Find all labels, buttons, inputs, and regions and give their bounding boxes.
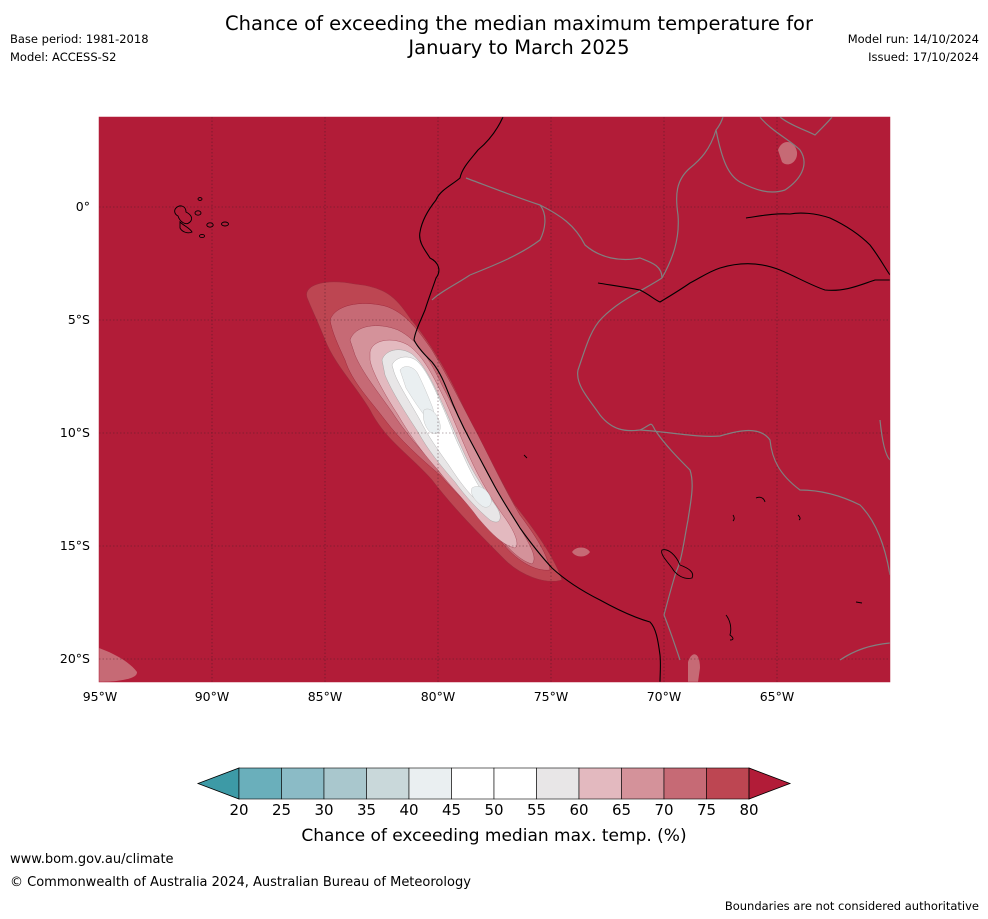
contour-patch-chile xyxy=(688,654,700,682)
map-background xyxy=(99,117,890,682)
galapagos-islands xyxy=(174,197,229,239)
colorbar-tick-label: 55 xyxy=(526,801,547,819)
chart-title: Chance of exceeding the median maximum t… xyxy=(180,12,858,60)
lon-label-95w: 95°W xyxy=(82,689,118,704)
footer-copyright: © Commonwealth of Australia 2024, Austra… xyxy=(10,875,471,890)
base-period: Base period: 1981-2018 xyxy=(10,32,149,46)
issued-date: Issued: 17/10/2024 xyxy=(868,50,979,64)
lon-label-80w: 80°W xyxy=(420,689,456,704)
lon-label-65w: 65°W xyxy=(759,689,795,704)
colorbar-tick-label: 70 xyxy=(654,801,674,819)
lakes xyxy=(523,454,863,641)
contour-patch-inland xyxy=(572,547,590,557)
map-frame xyxy=(98,116,891,683)
lon-label-75w: 75°W xyxy=(533,689,569,704)
colorbar-tick-label: 35 xyxy=(356,801,377,819)
colorbar-tick-label: 45 xyxy=(441,801,462,819)
colorbar-tick-label: 40 xyxy=(399,801,419,819)
colorbar-tick-label: 80 xyxy=(739,801,759,819)
title-line-2: January to March 2025 xyxy=(408,36,630,59)
model-run: Model run: 14/10/2024 xyxy=(847,32,979,46)
lon-label-90w: 90°W xyxy=(194,689,230,704)
footer-note: Boundaries are not considered authoritat… xyxy=(724,899,979,913)
colorbar-tick-label: 20 xyxy=(229,801,249,819)
meta-right: Model run: 14/10/2024 Issued: 17/10/2024 xyxy=(848,30,979,66)
colorbar-label: Chance of exceeding median max. temp. (%… xyxy=(301,826,687,846)
lat-label-0: 0° xyxy=(75,199,90,214)
contour-patch-southwest xyxy=(99,648,138,682)
lat-label-20s: 20°S xyxy=(59,651,90,666)
model-name: Model: ACCESS-S2 xyxy=(10,50,117,64)
meta-left: Base period: 1981-2018 Model: ACCESS-S2 xyxy=(10,30,149,66)
lat-label-10s: 10°S xyxy=(59,425,90,440)
colorbar-tick-label: 75 xyxy=(696,801,717,819)
lat-label-5s: 5°S xyxy=(67,312,90,327)
contour-patch-north xyxy=(778,141,798,165)
lat-label-15s: 15°S xyxy=(59,538,90,553)
colorbar-tick-label: 60 xyxy=(569,801,589,819)
contour-south-blob xyxy=(471,486,492,508)
lon-label-70w: 70°W xyxy=(646,689,682,704)
grid-lines xyxy=(99,117,890,682)
anomaly-contours xyxy=(306,281,563,582)
coastline xyxy=(413,117,890,682)
country-borders xyxy=(431,117,890,661)
colorbar-tick-label: 65 xyxy=(611,801,632,819)
colorbar-tick-label: 30 xyxy=(314,801,334,819)
lon-label-85w: 85°W xyxy=(307,689,343,704)
contour-45 xyxy=(399,366,435,422)
title-line-1: Chance of exceeding the median maximum t… xyxy=(224,12,814,35)
colorbar-tick-label: 25 xyxy=(271,801,292,819)
colorbar-tick-label: 50 xyxy=(484,801,504,819)
footer-url: www.bom.gov.au/climate xyxy=(10,852,174,867)
